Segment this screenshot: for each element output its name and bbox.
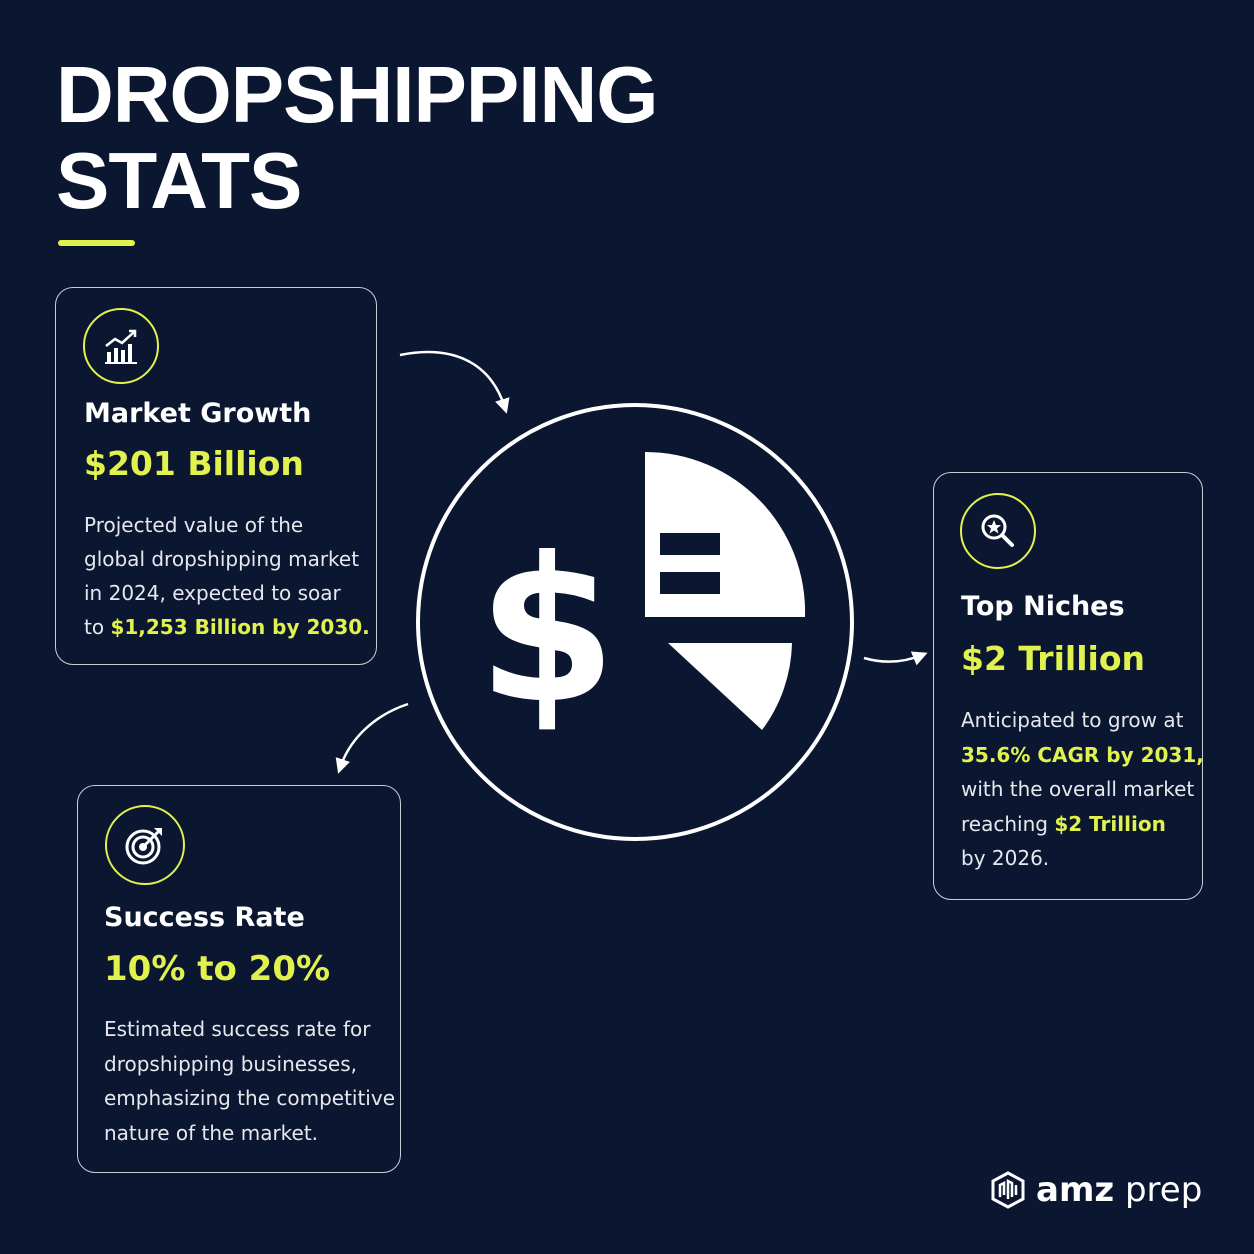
target-arrow-icon <box>105 805 185 885</box>
success-rate-value: 10% to 20% <box>104 949 331 989</box>
pie-bar-2 <box>660 572 720 594</box>
arrow-to-niches <box>863 651 928 666</box>
growth-chart-icon <box>83 308 159 384</box>
desc-line: in 2024, expected to soar <box>84 581 341 605</box>
success-rate-description: Estimated success rate for dropshipping … <box>104 1012 395 1150</box>
desc-highlight: 35.6% CAGR by 2031, <box>961 742 1204 767</box>
success-rate-title: Success Rate <box>104 902 305 933</box>
desc-line: by 2026. <box>961 846 1050 870</box>
desc-line: nature of the market. <box>104 1120 319 1145</box>
desc-highlight: $1,253 Billion by 2030. <box>110 615 370 639</box>
dollar-pie-icon: $ <box>477 451 806 748</box>
desc-line: with the overall market <box>961 777 1195 801</box>
top-niches-title: Top Niches <box>961 591 1125 622</box>
desc-line: reaching $2 Trillion <box>961 811 1166 836</box>
desc-line: Anticipated to grow at <box>961 708 1184 732</box>
desc-line: Estimated success rate for <box>104 1017 371 1041</box>
market-growth-title: Market Growth <box>84 398 312 429</box>
title-line-2: STATS <box>56 136 302 225</box>
market-growth-card: Market Growth $201 Billion Projected val… <box>55 287 377 665</box>
pie-bar-1 <box>660 533 720 555</box>
magnifier-star-icon <box>960 493 1036 569</box>
title-underline <box>58 240 135 246</box>
desc-line: to $1,253 Billion by 2030. <box>84 615 370 639</box>
amz-prep-logo: amz prep <box>990 1170 1202 1210</box>
title-line-1: DROPSHIPPING <box>56 50 658 139</box>
desc-line: global dropshipping market <box>84 547 360 571</box>
page-title: DROPSHIPPING STATS <box>56 50 658 225</box>
dollar-symbol: $ <box>477 515 616 748</box>
desc-line: emphasizing the competitive <box>104 1086 396 1110</box>
pie-bottom-slice <box>668 643 792 730</box>
success-rate-card: Success Rate 10% to 20% Estimated succes… <box>77 785 401 1173</box>
market-growth-value: $201 Billion <box>84 444 304 483</box>
desc-line: dropshipping businesses, <box>104 1051 357 1076</box>
top-niches-value: $2 Trillion <box>961 639 1145 678</box>
logo-wordmark: amz prep <box>1036 1170 1203 1210</box>
desc-highlight: $2 Trillion <box>1054 811 1166 836</box>
top-niches-card: Top Niches $2 Trillion Anticipated to gr… <box>933 472 1204 900</box>
arrow-to-success <box>335 702 409 774</box>
top-niches-description: Anticipated to grow at 35.6% CAGR by 203… <box>961 703 1204 876</box>
amz-prep-logo-icon <box>991 1171 1025 1209</box>
market-growth-description: Projected value of the global dropshippi… <box>84 508 370 644</box>
arrow-to-center <box>399 350 510 414</box>
desc-line: Projected value of the <box>84 513 304 537</box>
